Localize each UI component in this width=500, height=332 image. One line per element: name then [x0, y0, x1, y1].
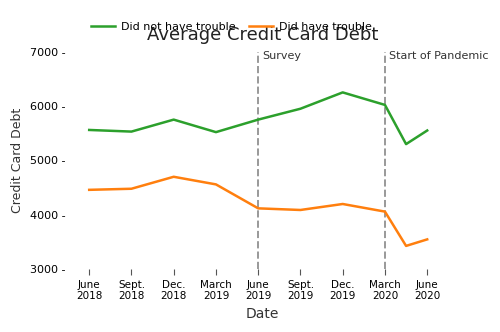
Did not have trouble	[255, 118, 261, 122]
Text: Start of Pandemic: Start of Pandemic	[389, 51, 488, 61]
Did not have trouble	[382, 103, 388, 107]
Did not have trouble	[213, 130, 219, 134]
Did have trouble	[213, 182, 219, 186]
Did have trouble	[128, 187, 134, 191]
X-axis label: Date: Date	[246, 307, 279, 321]
Did not have trouble	[424, 128, 430, 132]
Text: Survey: Survey	[262, 51, 302, 61]
Did have trouble	[382, 209, 388, 213]
Did have trouble	[424, 237, 430, 241]
Did have trouble	[86, 188, 92, 192]
Title: Average Credit Card Debt: Average Credit Card Debt	[146, 27, 378, 44]
Did have trouble	[340, 202, 345, 206]
Did have trouble	[403, 244, 409, 248]
Did not have trouble	[298, 107, 304, 111]
Y-axis label: Credit Card Debt: Credit Card Debt	[11, 108, 24, 213]
Did not have trouble	[128, 129, 134, 133]
Did not have trouble	[170, 118, 176, 122]
Did have trouble	[170, 175, 176, 179]
Did have trouble	[298, 208, 304, 212]
Legend: Did not have trouble, Did have trouble: Did not have trouble, Did have trouble	[86, 18, 376, 37]
Line: Did not have trouble: Did not have trouble	[89, 92, 427, 144]
Did not have trouble	[340, 90, 345, 94]
Did not have trouble	[86, 128, 92, 132]
Did not have trouble	[403, 142, 409, 146]
Did have trouble	[255, 207, 261, 210]
Line: Did have trouble: Did have trouble	[89, 177, 427, 246]
